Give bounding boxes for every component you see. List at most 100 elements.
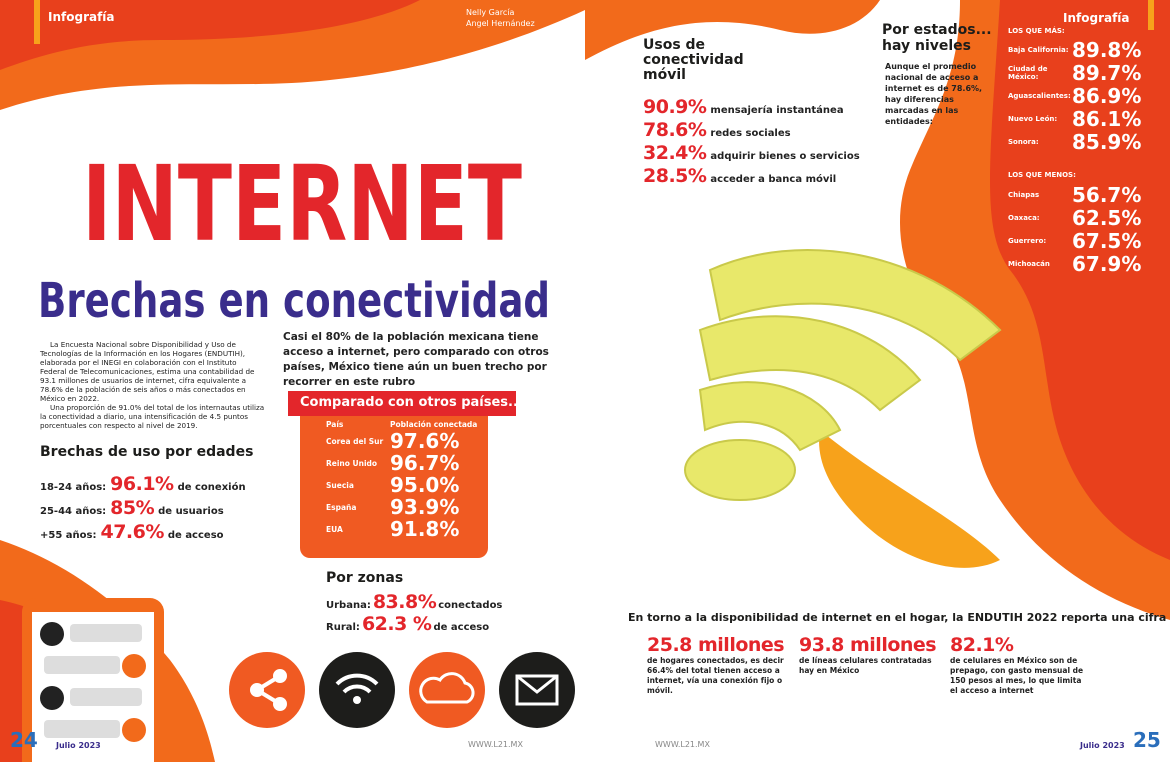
age-row: 18-24 años: 96.1% de conexión [40, 473, 246, 495]
states-most: Baja California: 89.8% Ciudad de México: 8… [1008, 38, 1142, 154]
home-stat: 25.8 millones de hogares conectados, es … [647, 634, 787, 696]
zone-row: Rural: 62.3 % de acceso [326, 613, 489, 635]
label: Urbana: [326, 600, 371, 611]
figure: 82.1% [950, 634, 1014, 656]
lead-text: Casi el 80% de la población mexicana tie… [283, 331, 549, 388]
value: 86.1% [1072, 106, 1142, 131]
value: 78.6% [643, 119, 707, 141]
label: 18-24 años: [40, 482, 107, 493]
label: mensajería instantánea [710, 105, 844, 116]
section-heading: Por zonas [326, 570, 404, 586]
label: de conexión [177, 482, 246, 493]
table-row: Corea del Sur 97.6% [326, 429, 476, 453]
value: 47.6% [100, 521, 164, 543]
state-row: Sonora: 85.9% [1008, 129, 1142, 154]
label: de acceso [167, 530, 224, 541]
country: Reino Unido [326, 458, 378, 468]
label: adquirir bienes o servicios [710, 151, 860, 162]
page-number: 25 [1133, 728, 1161, 752]
chat-bubbles [40, 622, 146, 742]
issue-date: Julio 2023 [56, 741, 101, 750]
figure: 93.8 millones [799, 634, 937, 656]
states-text: Aunque el promedio nacional de acceso a … [885, 62, 983, 126]
section-mark [34, 0, 40, 44]
state-row: Nuevo León: 86.1% [1008, 106, 1142, 131]
swirl [0, 0, 420, 70]
label: acceder a banca móvil [710, 174, 837, 185]
section-heading: Usos de conectividad móvil [643, 37, 744, 83]
state-row: Baja California: 89.8% [1008, 38, 1141, 62]
table-header: Población conectada [390, 420, 478, 429]
swirl [585, 0, 880, 60]
value: 83.8% [372, 591, 437, 613]
countries-header-band [288, 391, 516, 416]
usage-row: 78.6% redes sociales [643, 119, 791, 141]
state: Aguascalientes: [1008, 91, 1071, 100]
state-row: Aguascalientes: 86.9% [1008, 84, 1141, 108]
value: 62.5% [1072, 205, 1142, 230]
state-row: Chiapas 56.7% [1008, 182, 1142, 207]
swirl [819, 430, 1000, 568]
group-label: LOS QUE MENOS: [1008, 171, 1076, 179]
value: 67.9% [1072, 251, 1142, 276]
state: Nuevo León: [1008, 114, 1058, 123]
state: Ciudad de México: [1008, 64, 1048, 81]
value: 85% [110, 497, 155, 519]
value: 85.9% [1072, 129, 1142, 154]
hero-word: INTERNET [82, 143, 522, 265]
label: +55 años: [40, 530, 97, 541]
value: 32.4% [643, 142, 707, 164]
country: EUA [326, 524, 343, 534]
author: Angel Hernández [466, 19, 535, 28]
label: conectados [438, 600, 503, 611]
page-number: 24 [10, 728, 38, 752]
state: Oaxaca: [1008, 213, 1040, 222]
country: Suecia [326, 480, 354, 490]
state: Chiapas [1008, 190, 1040, 199]
home-stat: 93.8 millones de líneas celulares contra… [799, 634, 939, 676]
value: 90.9% [643, 96, 707, 118]
value: 97.6% [390, 429, 460, 453]
url: WWW.L21.MX [655, 740, 710, 749]
table-row: Reino Unido 96.7% [326, 451, 476, 475]
table-header: País [326, 420, 344, 429]
states-least: Chiapas 56.7% Oaxaca: 62.5% Guerrero: 67.5%… [1008, 182, 1142, 276]
usage-row: 90.9% mensajería instantánea [643, 96, 844, 118]
label: 25-44 años: [40, 506, 107, 517]
paragraph: La Encuesta Nacional sobre Disponibilida… [40, 340, 255, 403]
state-row: Oaxaca: 62.5% [1008, 205, 1142, 230]
author: Nelly García [466, 8, 515, 17]
label: de usuarios [158, 506, 224, 517]
state: Sonora: [1008, 137, 1039, 146]
group-label: LOS QUE MÁS: [1008, 27, 1065, 35]
state: Michoacán [1008, 259, 1050, 268]
wifi-symbol [684, 249, 1002, 501]
label: de acceso [433, 622, 490, 633]
value: 95.0% [390, 473, 460, 497]
intro-text: La Encuesta Nacional sobre Disponibilida… [40, 340, 265, 430]
country: España [326, 502, 357, 512]
value: 96.7% [390, 451, 460, 475]
section-heading: Por estados... hay niveles [882, 22, 992, 54]
stat-text: de celulares en México son de prepago, c… [950, 656, 1084, 695]
section-label: Infografía [48, 10, 115, 24]
swirl [990, 0, 1170, 560]
state: Guerrero: [1008, 236, 1047, 245]
value: 62.3 % [361, 613, 432, 635]
issue-date: Julio 2023 [1080, 741, 1125, 750]
paragraph: Una proporción de 91.0% del total de los… [40, 403, 265, 430]
stat-text: de hogares conectados, es decir 66.4% de… [647, 656, 784, 695]
stat-text: de líneas celulares contratadas hay en M… [799, 656, 932, 675]
age-row: +55 años: 47.6% de acceso [40, 521, 224, 543]
icon-row [229, 652, 575, 728]
state-row: Ciudad de México: 89.7% [1008, 61, 1141, 85]
label: Rural: [326, 622, 360, 633]
usage-row: 28.5% acceder a banca móvil [643, 165, 836, 187]
state: Baja California: [1008, 45, 1069, 54]
countries-title: Comparado con otros países... [300, 395, 523, 410]
value: 56.7% [1072, 182, 1142, 207]
countries-table: Corea del Sur 97.6% Reino Unido 96.7% Suec… [326, 429, 476, 541]
table-row: EUA 91.8% [326, 517, 476, 541]
